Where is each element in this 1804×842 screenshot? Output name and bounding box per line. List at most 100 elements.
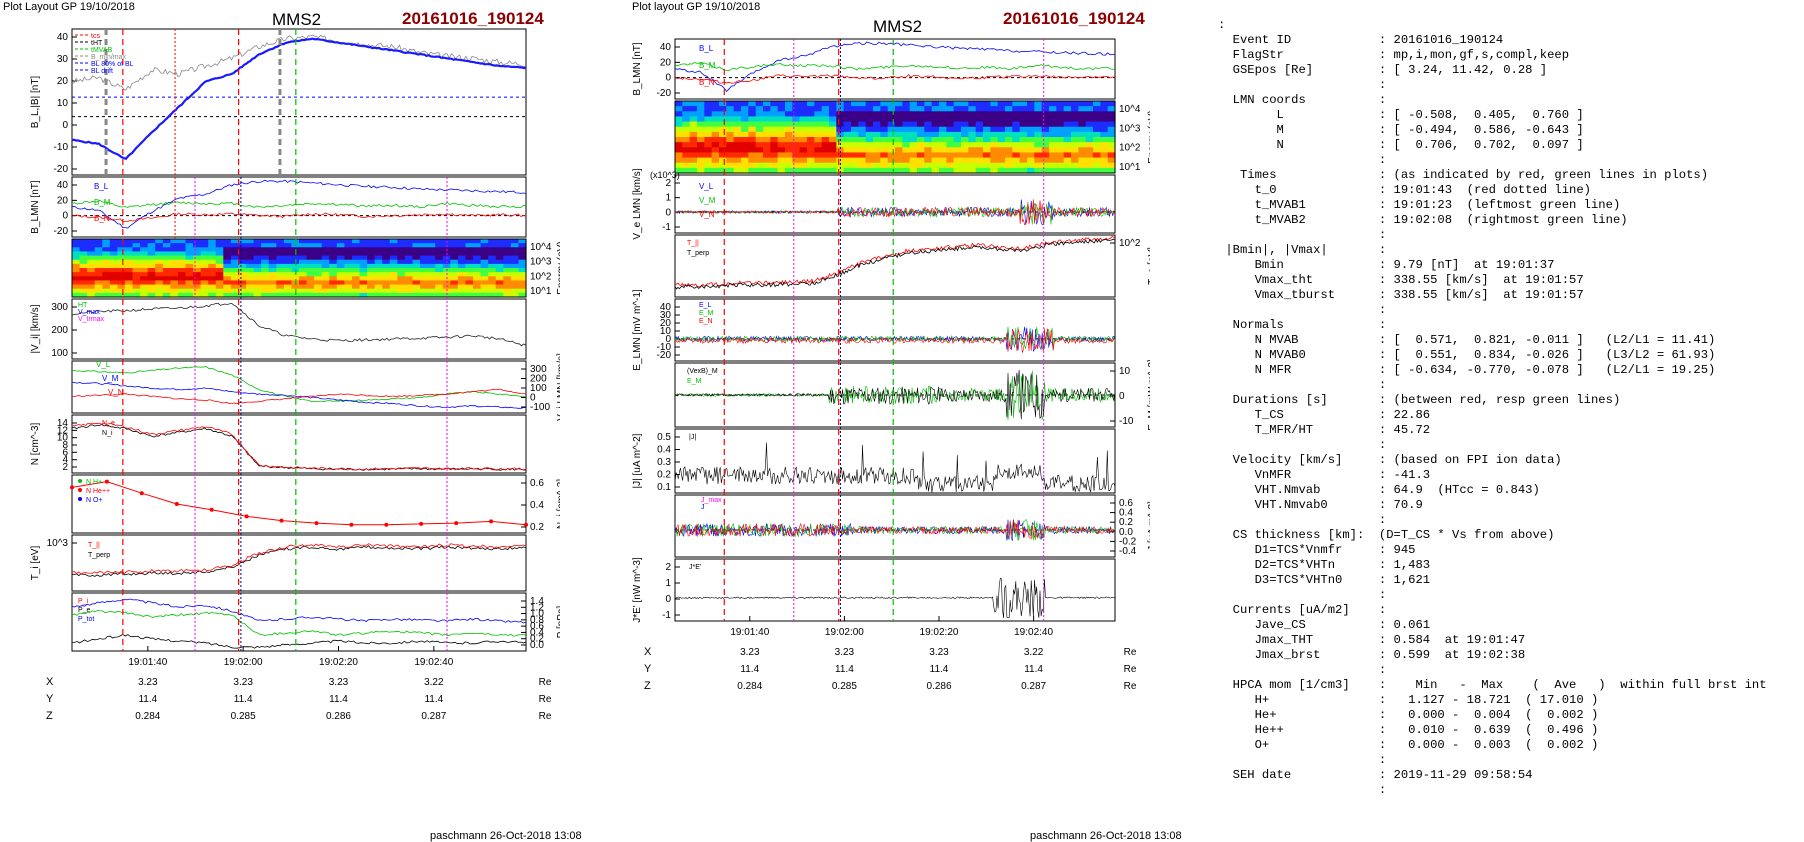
spectrogram-cell (1078, 137, 1087, 143)
coord-value: 0.286 (926, 681, 951, 692)
spectrogram-cell (238, 247, 247, 253)
spectrogram-cell (953, 101, 962, 107)
spectrogram-cell (230, 255, 240, 261)
spectrogram-cell (689, 147, 698, 154)
spectrogram-cell (997, 152, 1006, 159)
spectrogram-cell (924, 101, 933, 107)
spectrogram-cell (946, 126, 955, 133)
spectrogram-cell (193, 251, 202, 257)
spectrogram-cell (132, 272, 141, 277)
info-line: Vmax_tburst : 338.55 [km/s] at 19:01:57 (1218, 288, 1584, 302)
spectrogram-cell (895, 101, 903, 107)
spectrogram-cell (276, 280, 285, 286)
spectrogram-cell (503, 255, 512, 261)
right-j-plot: |J| (674, 434, 1116, 493)
spectrogram-cell (990, 137, 999, 143)
spectrogram-cell (518, 288, 527, 294)
spectrogram-cell (404, 243, 414, 248)
spectrogram-cell (931, 137, 940, 143)
spectrogram-cell (1041, 157, 1050, 164)
tick-label: 10 (57, 98, 69, 109)
spectrogram-cell (851, 137, 859, 143)
spectrogram-cell (711, 106, 720, 112)
spectrogram-cell (997, 131, 1006, 138)
vi-line (71, 302, 527, 347)
spectrogram-cell (719, 157, 727, 164)
spectrogram-cell (1019, 131, 1028, 138)
spectrogram-cell (359, 251, 368, 257)
spectrogram-cell (829, 111, 837, 118)
spectrogram-cell (792, 121, 801, 128)
spectrogram-cell (1100, 157, 1109, 164)
spectrogram-cell (276, 247, 285, 253)
legend-label: E_M (687, 378, 702, 385)
info-line: VHT.Nmvab : 64.9 (HTcc = 0.843) (1218, 483, 1540, 497)
spectrogram-cell (306, 239, 315, 244)
spectrogram-cell (843, 126, 852, 133)
spectrogram-cell (117, 272, 126, 277)
spectrogram-cell (397, 263, 406, 269)
info-line: SEH date : 2019-11-29 09:58:54 (1218, 768, 1533, 782)
spectrogram-cell (109, 272, 118, 277)
spectrogram-cell (336, 272, 345, 277)
spectrogram-cell (268, 259, 277, 265)
spectrogram-cell (961, 116, 969, 123)
spectrogram-cell (799, 101, 808, 107)
coord-value: 3.22 (424, 677, 444, 688)
spectrogram-cell (1005, 162, 1013, 169)
spectrogram-cell (719, 121, 727, 128)
spectrogram-cell (829, 106, 837, 112)
spectrogram-cell (420, 284, 429, 290)
spectrogram-cell (953, 157, 962, 164)
spectrogram-cell (276, 284, 285, 290)
panel-frame (71, 474, 527, 534)
info-line: t_MVAB1 : 19:01:23 (leftmost green line) (1218, 198, 1621, 212)
coord-value: 0.284 (737, 681, 762, 692)
tick-label: -1 (662, 610, 671, 621)
spectrogram-cell (961, 111, 969, 118)
panel-frame (71, 534, 527, 592)
spectrogram-cell (777, 116, 786, 123)
spectrogram-cell (851, 131, 859, 138)
spectrogram-cell (155, 272, 164, 277)
spectrogram-cell (792, 147, 801, 154)
info-line: N MFR : [ -0.634, -0.770, -0.078 ] (L2/L… (1218, 363, 1716, 377)
spectrogram-cell (230, 284, 240, 290)
legend-swatch (78, 479, 82, 483)
spectrogram-cell (102, 272, 111, 277)
axis-label: E_LMN [mV m^-1] (632, 289, 643, 371)
spectrogram-cell (435, 263, 444, 269)
spectrogram-cell (480, 284, 489, 290)
spectrogram-cell (946, 106, 955, 112)
spectrogram-cell (704, 147, 713, 154)
spectrogram-cell (1071, 126, 1079, 133)
blmn-line (674, 62, 1116, 72)
spectrogram-cell (238, 292, 247, 298)
spectrogram-cell (397, 243, 406, 248)
legend-label: E_L (699, 302, 712, 309)
spectrogram-cell (792, 131, 801, 138)
spectrogram-cell (939, 147, 947, 154)
spectrogram-cell (741, 126, 749, 133)
spectrogram-cell (836, 162, 845, 169)
spectrogram-cell (741, 142, 749, 148)
spectrogram-cell (367, 247, 376, 253)
left-panel-6: 0.60.40.2 N_i [cm^-3] (71, 474, 560, 534)
spectrogram-cell (1063, 167, 1072, 174)
spectrogram-cell (1093, 116, 1101, 123)
spectrogram-cell (450, 263, 459, 269)
spectrogram-cell (675, 162, 683, 169)
spectrogram-cell (268, 268, 277, 273)
spectrogram-cell (1034, 142, 1043, 148)
spectrogram-cell (283, 284, 293, 290)
spectrogram-cell (397, 288, 406, 294)
spectrogram-cell (412, 272, 421, 277)
spectrogram-cell (329, 263, 338, 269)
spectrogram-cell (1093, 152, 1101, 159)
spectrogram-cell (1085, 142, 1094, 148)
spectrogram-cell (238, 272, 247, 277)
spectrogram-cell (785, 147, 793, 154)
spectrogram-cell (162, 292, 171, 298)
spectrogram-cell (299, 263, 308, 269)
spectrogram-cell (902, 162, 911, 169)
